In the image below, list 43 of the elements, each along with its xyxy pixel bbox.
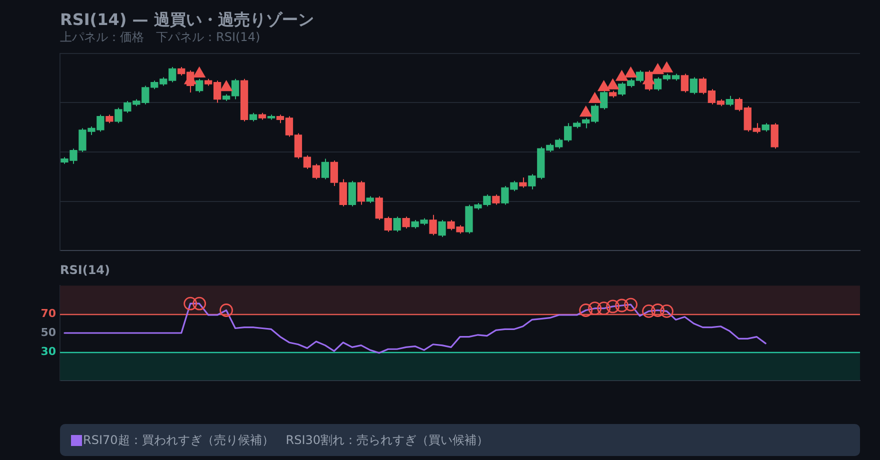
point (624, 67, 637, 78)
point (660, 62, 673, 72)
candlestick (438, 220, 446, 238)
candlestick (492, 194, 500, 206)
point (193, 67, 206, 78)
point (616, 70, 628, 81)
point (660, 304, 674, 318)
candlestick (680, 73, 689, 93)
point (642, 304, 656, 318)
point (220, 304, 233, 317)
candlestick (321, 158, 329, 180)
point (652, 64, 664, 74)
point (588, 92, 601, 103)
chart-title: RSI(14) — 過買い・過売りゾーン (60, 10, 314, 31)
point (579, 304, 593, 317)
candlestick (348, 180, 356, 207)
y-tick-label: 30 (40, 344, 56, 358)
point (597, 302, 611, 316)
chart-subtitle: 上パネル：価格 下パネル：RSI(14) (60, 29, 260, 46)
point (651, 304, 664, 317)
candlestick (429, 214, 437, 236)
y-tick-label: 50 (40, 326, 56, 339)
point (624, 298, 638, 312)
candlestick (393, 216, 401, 232)
point (615, 298, 628, 312)
point (184, 296, 198, 310)
point (588, 302, 602, 316)
candlestick (770, 122, 778, 150)
candlestick (726, 95, 734, 107)
candlestick (690, 76, 698, 95)
point (580, 106, 592, 117)
candlestick (357, 180, 365, 206)
chart-title: RSI(14) (60, 263, 110, 277)
point (192, 296, 206, 310)
point (598, 80, 610, 92)
point (606, 79, 619, 90)
candlestick (195, 78, 204, 93)
point (220, 80, 232, 92)
candlestick (402, 216, 410, 229)
y-tick-label: 70 (40, 306, 56, 320)
point (606, 300, 620, 314)
legend-label: RSI70超：買われすぎ（売り候補） RSI30割れ：売られすぎ（買い候補） (83, 432, 489, 448)
candlestick (519, 177, 527, 188)
